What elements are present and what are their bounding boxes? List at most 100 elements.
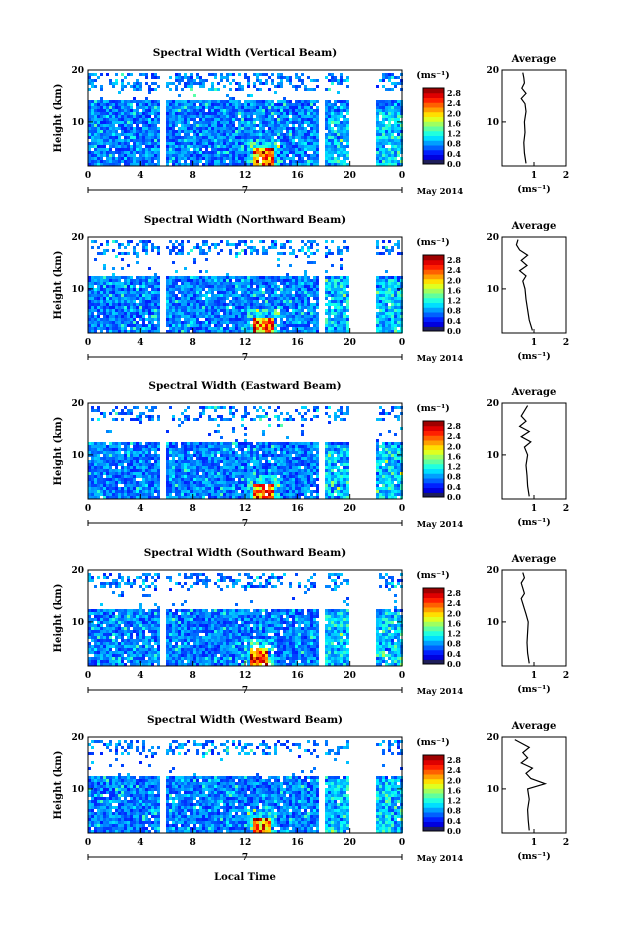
heatmap-cell — [115, 240, 118, 243]
heatmap-cell — [385, 136, 388, 139]
heatmap-cell — [145, 490, 148, 493]
heatmap-cell — [295, 279, 298, 282]
heatmap-cell — [184, 484, 187, 487]
heatmap-cell — [205, 145, 208, 148]
heatmap-cell — [106, 282, 109, 285]
heatmap-cell — [202, 321, 205, 324]
heatmap-cell — [325, 115, 328, 118]
heatmap-cell — [277, 112, 280, 115]
heatmap-cell — [115, 321, 118, 324]
heatmap-cell — [328, 160, 331, 163]
heatmap-cell — [250, 133, 253, 136]
heatmap-cell — [181, 451, 184, 454]
heatmap-cell — [103, 309, 106, 312]
heatmap-cell — [139, 282, 142, 285]
heatmap-cell — [91, 300, 94, 303]
heatmap-cell — [184, 276, 187, 279]
heatmap-cell — [292, 318, 295, 321]
heatmap-cell — [229, 124, 232, 127]
panel-title: Spectral Width (Northward Beam) — [144, 214, 346, 226]
average-profile-line — [515, 239, 533, 331]
heatmap-cell — [193, 258, 196, 261]
heatmap-cell — [325, 109, 328, 112]
heatmap-cell — [226, 109, 229, 112]
heatmap-cell — [181, 285, 184, 288]
heatmap-cell — [124, 279, 127, 282]
heatmap-cell — [166, 306, 169, 309]
heatmap-cell — [121, 252, 124, 255]
heatmap-cell — [214, 136, 217, 139]
heatmap-cell — [184, 160, 187, 163]
heatmap-cell — [256, 100, 259, 103]
heatmap-cell — [202, 103, 205, 106]
heatmap-cell — [265, 315, 268, 318]
average-y-tick-label: 10 — [486, 118, 499, 128]
heatmap-cell — [169, 109, 172, 112]
heatmap-cell — [133, 282, 136, 285]
heatmap-cell — [277, 285, 280, 288]
heatmap-cell — [226, 145, 229, 148]
heatmap-cell — [205, 294, 208, 297]
heatmap-cell — [118, 139, 121, 142]
heatmap-cell — [241, 318, 244, 321]
heatmap-cell — [259, 103, 262, 106]
heatmap-cell — [130, 475, 133, 478]
heatmap-cell — [271, 160, 274, 163]
heatmap-cell — [103, 454, 106, 457]
heatmap-cell — [184, 496, 187, 499]
heatmap-cell — [283, 288, 286, 291]
heatmap-cell — [241, 112, 244, 115]
heatmap-cell — [166, 321, 169, 324]
heatmap-cell — [133, 145, 136, 148]
heatmap-cell — [148, 139, 151, 142]
heatmap-cell — [271, 297, 274, 300]
heatmap-cell — [118, 475, 121, 478]
heatmap-cell — [205, 154, 208, 157]
heatmap-cell — [301, 127, 304, 130]
heatmap-cell — [109, 142, 112, 145]
heatmap-cell — [202, 130, 205, 133]
heatmap-cell — [91, 487, 94, 490]
heatmap-cell — [340, 121, 343, 124]
heatmap-cell — [340, 82, 343, 85]
heatmap-cell — [91, 246, 94, 249]
heatmap-cell — [166, 103, 169, 106]
heatmap-cell — [181, 315, 184, 318]
heatmap-cell — [334, 321, 337, 324]
heatmap-cell — [154, 481, 157, 484]
heatmap-cell — [154, 121, 157, 124]
heatmap-cell — [340, 151, 343, 154]
heatmap-cell — [289, 285, 292, 288]
average-xlabel: (ms⁻¹) — [517, 184, 551, 195]
heatmap-cell — [184, 133, 187, 136]
heatmap-cell — [178, 487, 181, 490]
heatmap-cell — [112, 493, 115, 496]
heatmap-cell — [175, 240, 178, 243]
heatmap-cell — [199, 297, 202, 300]
heatmap-cell — [301, 291, 304, 294]
heatmap-cell — [241, 145, 244, 148]
heatmap-cell — [223, 106, 226, 109]
heatmap-cell — [133, 315, 136, 318]
heatmap-cell — [136, 112, 139, 115]
heatmap-cell — [148, 303, 151, 306]
heatmap-cell — [238, 121, 241, 124]
heatmap-cell — [271, 291, 274, 294]
heatmap-cell — [190, 312, 193, 315]
heatmap-cell — [313, 312, 316, 315]
heatmap-cell — [118, 106, 121, 109]
heatmap-cell — [199, 145, 202, 148]
heatmap-cell — [271, 82, 274, 85]
heatmap-cell — [184, 82, 187, 85]
heatmap-cell — [274, 288, 277, 291]
heatmap-cell — [118, 282, 121, 285]
heatmap-cell — [226, 142, 229, 145]
heatmap-cell — [337, 127, 340, 130]
heatmap-cell — [214, 154, 217, 157]
heatmap-cell — [127, 115, 130, 118]
heatmap-cell — [112, 318, 115, 321]
heatmap-cell — [169, 148, 172, 151]
heatmap-cell — [187, 294, 190, 297]
heatmap-cell — [388, 73, 391, 76]
heatmap-cell — [172, 288, 175, 291]
